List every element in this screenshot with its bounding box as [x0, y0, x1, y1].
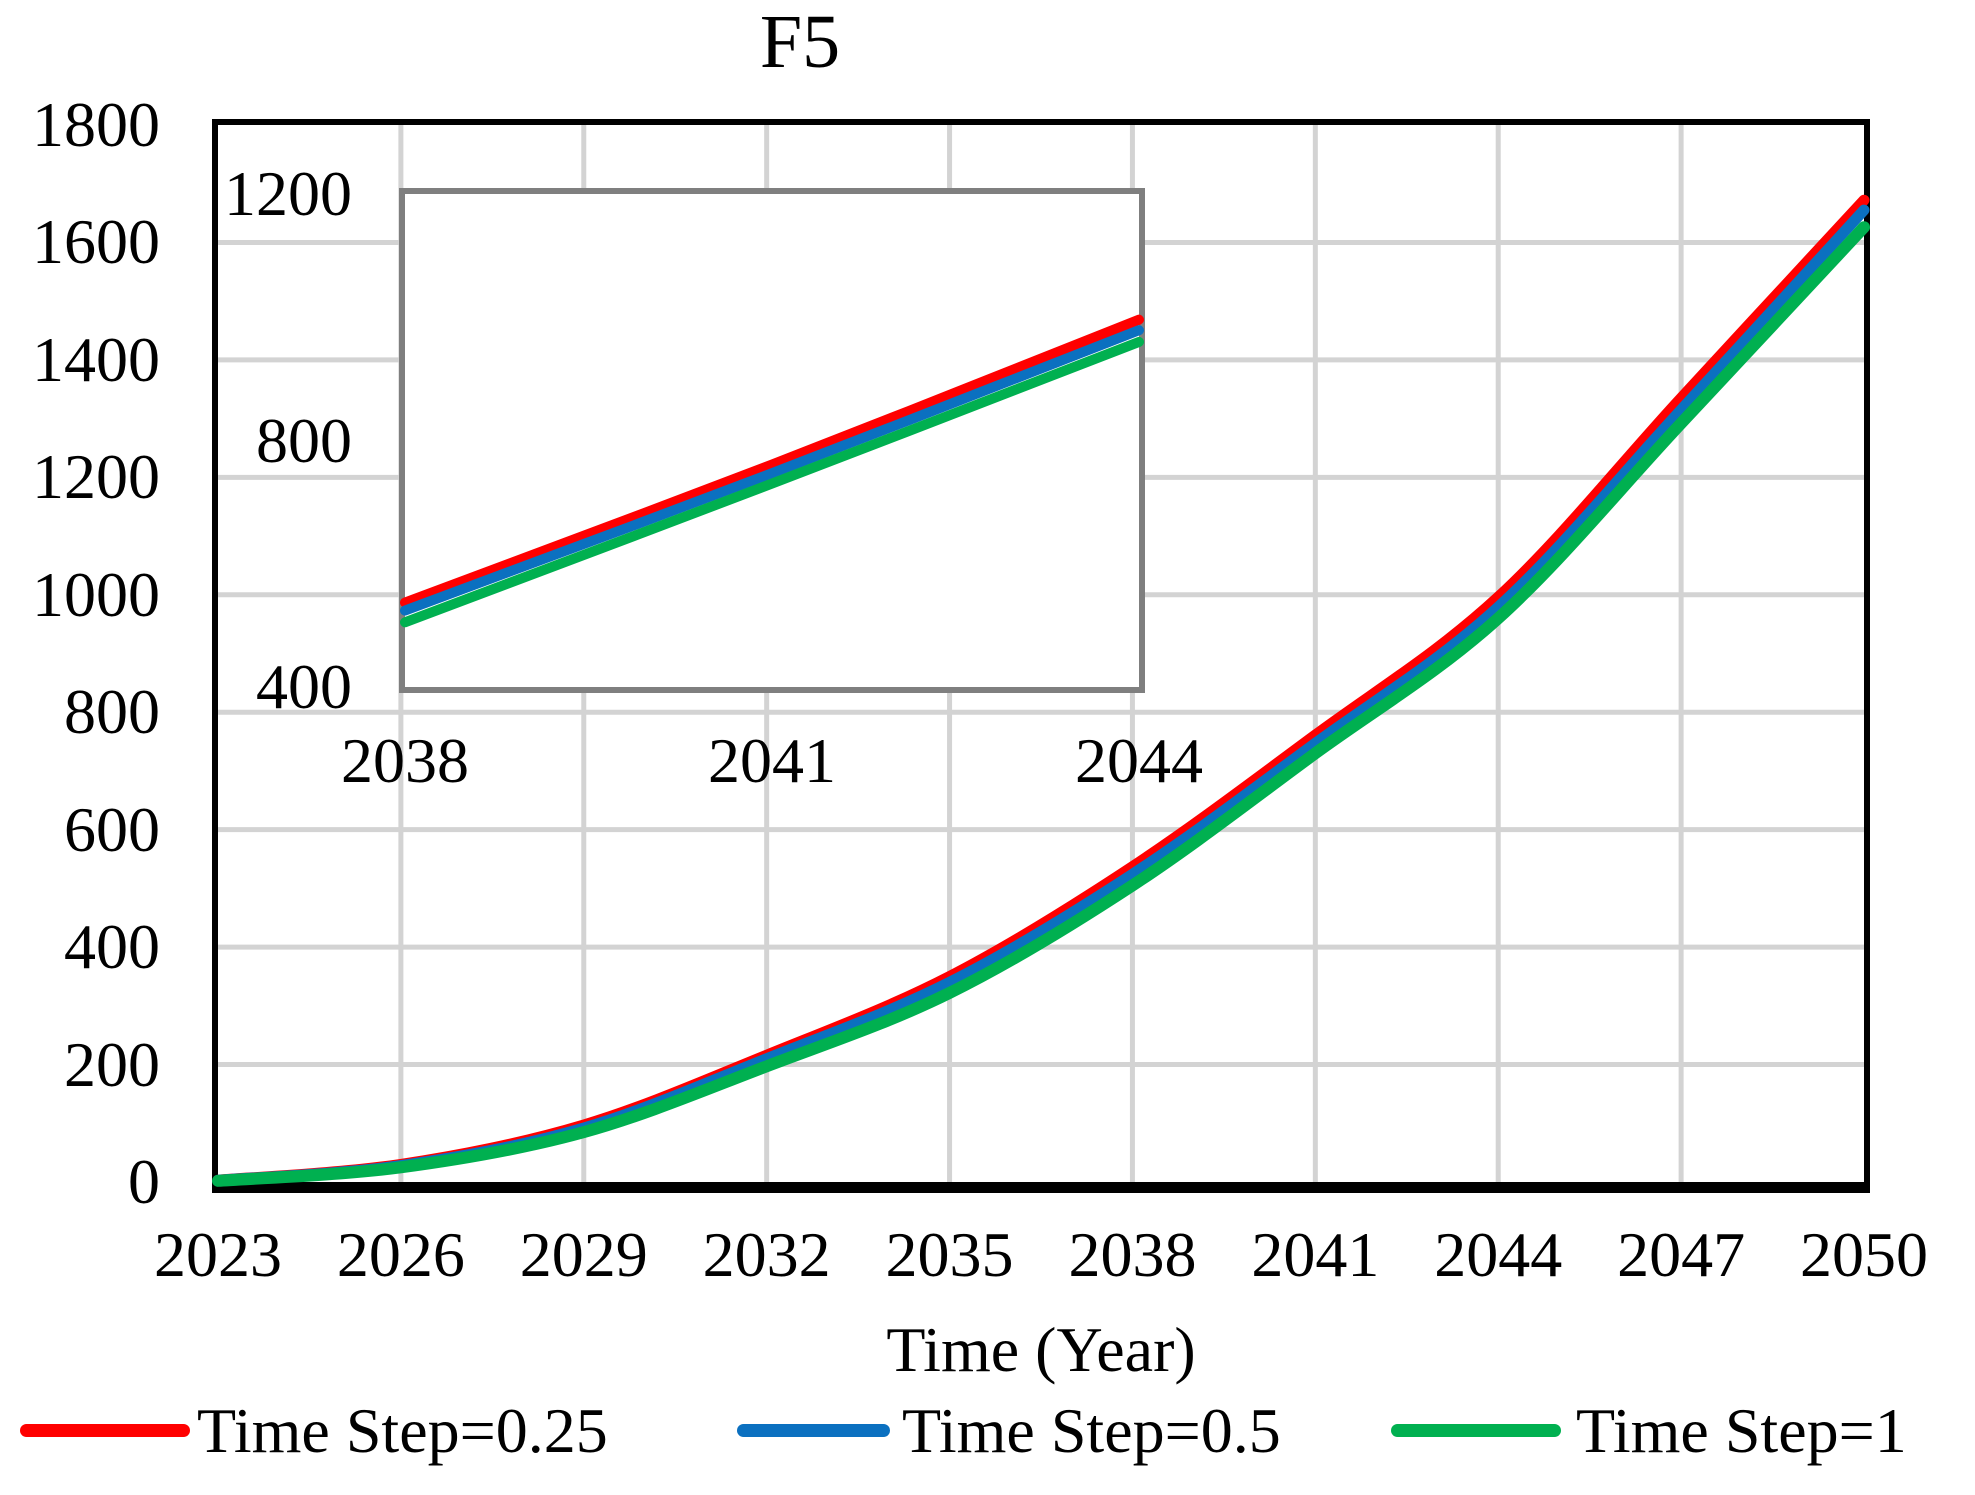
y-tick-label: 800	[64, 676, 160, 748]
x-tick-label: 2038	[1068, 1219, 1197, 1290]
y-tick-label: 1000	[32, 558, 160, 630]
y-tick-label: 1800	[32, 89, 160, 160]
chart-title: F5	[759, 0, 841, 84]
legend-label: Time Step=1	[1576, 1395, 1907, 1466]
y-tick-label: 600	[64, 793, 160, 865]
y-tick-label: 1200	[32, 441, 160, 513]
x-tick-label: 2023	[154, 1219, 282, 1290]
x-tick-label: 2029	[519, 1219, 648, 1290]
inset-y-tick-label: 800	[256, 404, 352, 476]
x-tick-label: 2026	[336, 1219, 465, 1290]
inset-y-tick-label: 1200	[224, 158, 352, 229]
y-tick-label: 400	[64, 911, 160, 983]
inset-series-line-time-step-0-5	[400, 325, 1144, 616]
x-tick-label: 2047	[1617, 1219, 1746, 1290]
legend-label: Time Step=0.5	[902, 1395, 1281, 1466]
inset-plot-area	[399, 188, 1145, 693]
x-tick-label: 2035	[885, 1219, 1014, 1290]
legend-swatch-red-line	[20, 1424, 190, 1437]
y-tick-label: 1400	[32, 323, 160, 395]
y-tick-label: 200	[64, 1028, 160, 1100]
inset-x-tick-label: 2044	[1075, 725, 1203, 796]
inset-x-tick-label: 2038	[341, 725, 469, 796]
x-tick-label: 2044	[1434, 1219, 1563, 1290]
inset-y-tick-label: 400	[256, 651, 352, 722]
legend-label: Time Step=0.25	[197, 1395, 608, 1466]
x-tick-label: 2050	[1800, 1219, 1928, 1290]
series-line-time-step-1	[212, 221, 1870, 1187]
inset-series-line-time-step-1	[400, 336, 1144, 628]
x-tick-label: 2041	[1251, 1219, 1380, 1290]
y-tick-label: 1600	[32, 206, 160, 278]
inset-x-tick-label: 2041	[708, 725, 836, 796]
x-tick-label: 2032	[702, 1219, 831, 1290]
y-tick-label: 0	[128, 1146, 160, 1217]
legend-swatch-green-line	[1391, 1424, 1561, 1437]
inset-series-line-time-step-0-25	[400, 314, 1144, 608]
x-axis-title: Time (Year)	[886, 1314, 1196, 1385]
inset-plot-canvas	[400, 314, 1144, 628]
legend-swatch-blue-line	[737, 1424, 890, 1437]
